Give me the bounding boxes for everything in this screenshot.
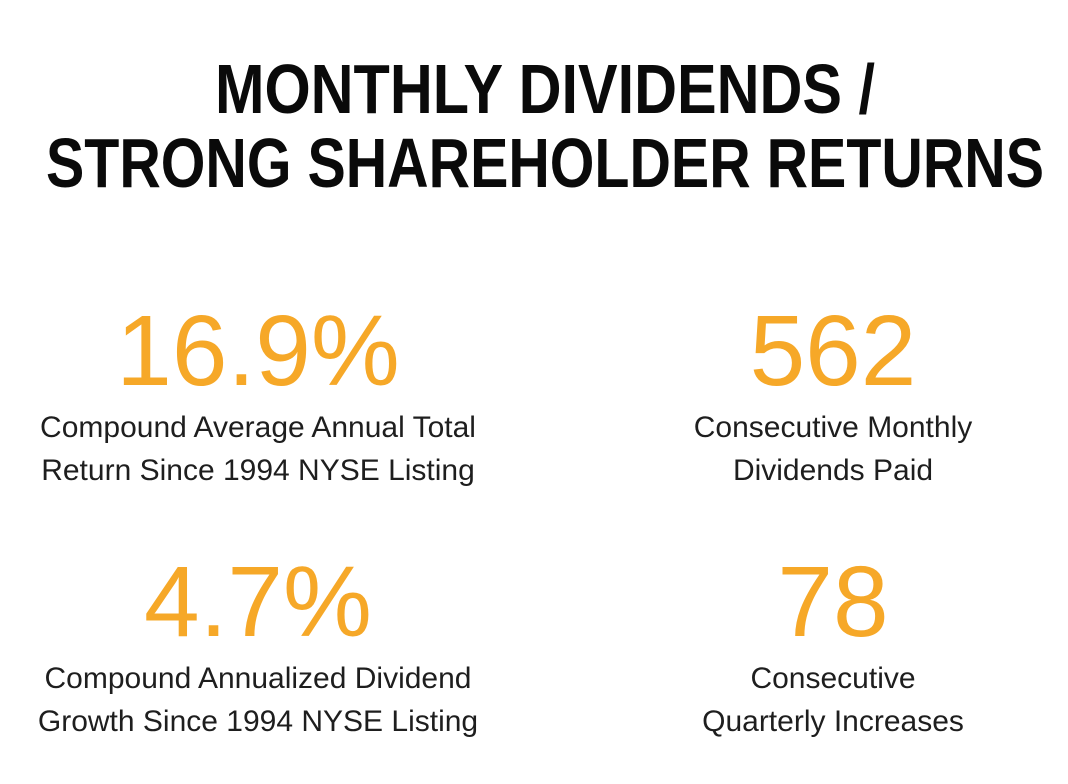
stat-label: Compound Average Annual Total (40, 411, 476, 444)
stat-label: Quarterly Increases (702, 705, 964, 738)
stat-label: Dividends Paid (733, 454, 933, 487)
stat-label: Growth Since 1994 NYSE Listing (38, 705, 478, 738)
stat-label: Consecutive (750, 662, 915, 695)
stat-value: 4.7% (144, 546, 372, 658)
stat-value: 562 (750, 295, 917, 407)
stat-item: 562 Consecutive Monthly Dividends Paid (694, 295, 972, 487)
stat-item: 4.7% Compound Annualized Dividend Growth S… (38, 546, 478, 738)
stat-value: 78 (777, 546, 888, 658)
title-line: STRONG SHAREHOLDER RETURNS (46, 124, 1044, 202)
stat-item: 78 Consecutive Quarterly Increases (702, 546, 964, 738)
stat-value: 16.9% (116, 295, 400, 407)
stat-label: Consecutive Monthly (694, 411, 972, 444)
title-line: MONTHLY DIVIDENDS / (215, 50, 875, 128)
stat-label: Return Since 1994 NYSE Listing (41, 454, 475, 487)
stats-grid: 16.9% Compound Average Annual Total Return… (38, 295, 972, 738)
stat-item: 16.9% Compound Average Annual Total Return… (40, 295, 476, 487)
stat-label: Compound Annualized Dividend (45, 662, 472, 695)
